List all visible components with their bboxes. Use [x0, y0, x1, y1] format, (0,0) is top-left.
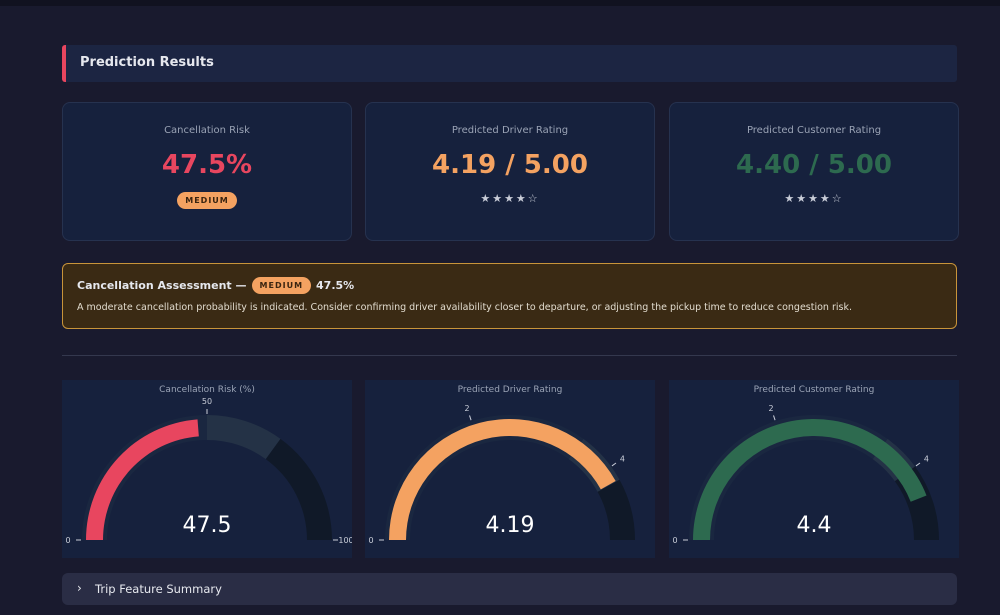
gauge-step: [265, 438, 332, 540]
gauge-tick: [915, 462, 921, 467]
gauge-tick-label: 100: [338, 536, 352, 545]
gauge-tick: [469, 415, 472, 421]
gauge-value: 4.19: [486, 513, 535, 538]
section-header: Prediction Results: [62, 45, 957, 82]
assessment-title: Cancellation Assessment —: [77, 279, 247, 292]
metric-card: Cancellation Risk 47.5% MEDIUM: [62, 102, 352, 241]
gauge-chart: Predicted Driver Rating 0 2 4 4.19: [365, 380, 655, 558]
gauge-tick-label: 0: [65, 536, 70, 545]
gauge-tick-label: 4: [924, 454, 929, 463]
gauge-step: [207, 415, 281, 460]
gauge-tick: [773, 415, 776, 421]
assessment-box: Cancellation Assessment — MEDIUM 47.5% A…: [62, 263, 957, 329]
gauge-tick-label: 0: [672, 536, 677, 545]
expander[interactable]: › Trip Feature Summary: [62, 573, 957, 605]
section-title: Prediction Results: [80, 55, 214, 70]
gauge-tick-label: 2: [768, 404, 773, 413]
chevron: ›: [77, 581, 82, 595]
gauge-title: Predicted Driver Rating: [458, 385, 563, 395]
risk-badge: MEDIUM: [251, 277, 312, 294]
gauge-bar: [389, 419, 616, 540]
gauge-chart: Predicted Customer Rating 0 2 4 4.4: [669, 380, 959, 558]
gauge-tick-label: 2: [464, 404, 469, 413]
gauge-tick: [611, 462, 617, 467]
assessment-text: A moderate cancellation probability is i…: [77, 302, 852, 313]
gauge-title: Cancellation Risk (%): [159, 385, 255, 395]
gauge-value: 4.4: [797, 513, 832, 538]
stars: ★★★★☆: [480, 192, 540, 205]
gauge-bar: [86, 419, 199, 540]
assessment-heading: Cancellation Assessment — MEDIUM 47.5%: [77, 277, 354, 294]
gauge-title: Predicted Customer Rating: [754, 385, 875, 395]
gauge-step: [597, 479, 635, 540]
top-bar: [0, 0, 1000, 6]
card-label: Predicted Customer Rating: [746, 125, 882, 136]
gauge-tick-label: 0: [368, 536, 373, 545]
gauge-value: 47.5: [183, 513, 232, 538]
expander-label: Trip Feature Summary: [95, 582, 222, 596]
card-value: 4.40 / 5.00: [736, 150, 892, 180]
card-value: 47.5%: [161, 150, 253, 180]
risk-badge: MEDIUM: [177, 192, 237, 209]
card-value: 4.19 / 5.00: [432, 150, 588, 180]
divider: [62, 355, 957, 356]
card-label: Predicted Driver Rating: [451, 125, 569, 136]
gauge-chart: Cancellation Risk (%) 0 50 100 47.5: [62, 380, 352, 558]
stars: ★★★★☆: [784, 192, 844, 205]
assessment-value: 47.5%: [316, 279, 355, 292]
metric-card: Predicted Customer Rating 4.40 / 5.00 ★★…: [669, 102, 959, 241]
gauge-tick-label: 50: [202, 397, 212, 406]
gauge-tick-label: 4: [620, 454, 625, 463]
card-label: Cancellation Risk: [164, 125, 250, 136]
metric-card: Predicted Driver Rating 4.19 / 5.00 ★★★★…: [365, 102, 655, 241]
gauge-bar: [693, 419, 927, 540]
